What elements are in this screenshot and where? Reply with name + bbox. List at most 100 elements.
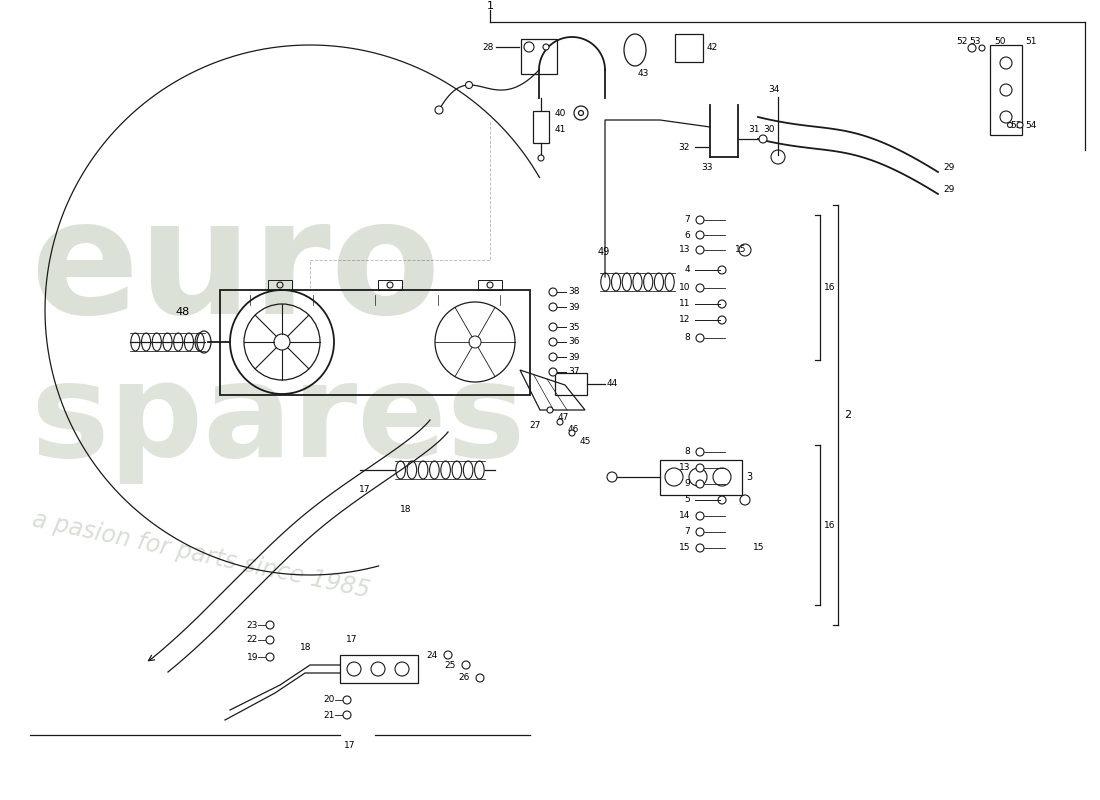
- Text: 24: 24: [427, 650, 438, 659]
- Bar: [556, 373, 587, 395]
- Text: 9: 9: [684, 479, 690, 489]
- Text: 18: 18: [300, 642, 311, 651]
- Bar: [675, 34, 703, 62]
- Text: 26: 26: [459, 674, 470, 682]
- Circle shape: [343, 696, 351, 704]
- Text: 1: 1: [486, 1, 494, 11]
- Circle shape: [696, 216, 704, 224]
- Bar: [220, 290, 530, 395]
- Text: 53: 53: [969, 38, 981, 46]
- Circle shape: [696, 544, 704, 552]
- Text: 41: 41: [556, 126, 566, 134]
- Text: 54: 54: [1025, 121, 1036, 130]
- Circle shape: [569, 430, 575, 436]
- Text: 2: 2: [844, 410, 851, 420]
- Text: 20: 20: [323, 695, 336, 705]
- Text: 52: 52: [956, 38, 968, 46]
- Circle shape: [462, 661, 470, 669]
- Text: 29: 29: [943, 185, 955, 194]
- Text: 4: 4: [684, 266, 690, 274]
- Text: 3: 3: [746, 472, 752, 482]
- Text: 38: 38: [568, 287, 580, 297]
- Circle shape: [343, 711, 351, 719]
- Circle shape: [549, 353, 557, 361]
- Text: 34: 34: [768, 85, 780, 94]
- Bar: [340, 655, 418, 683]
- Circle shape: [696, 448, 704, 456]
- Circle shape: [759, 135, 767, 143]
- Bar: [534, 111, 549, 143]
- Bar: [660, 460, 743, 495]
- Circle shape: [274, 334, 290, 350]
- Text: 39: 39: [568, 302, 580, 311]
- Text: 16: 16: [824, 521, 836, 530]
- Text: 13: 13: [679, 463, 690, 473]
- Text: 16: 16: [824, 283, 836, 293]
- Circle shape: [266, 636, 274, 644]
- Text: 19: 19: [246, 653, 258, 662]
- Text: 36: 36: [568, 338, 580, 346]
- Text: euro: euro: [30, 193, 440, 347]
- Circle shape: [696, 231, 704, 239]
- Circle shape: [696, 284, 704, 292]
- Circle shape: [696, 512, 704, 520]
- Text: 8: 8: [684, 447, 690, 457]
- Text: a pasion for parts since 1985: a pasion for parts since 1985: [30, 507, 372, 602]
- Text: 13: 13: [679, 246, 690, 254]
- Text: 7: 7: [684, 527, 690, 537]
- Text: 46: 46: [568, 426, 580, 434]
- Circle shape: [696, 464, 704, 472]
- Circle shape: [549, 303, 557, 311]
- Circle shape: [1008, 122, 1012, 127]
- Circle shape: [434, 106, 443, 114]
- Text: 45: 45: [580, 437, 592, 446]
- Circle shape: [549, 323, 557, 331]
- Circle shape: [444, 651, 452, 659]
- Circle shape: [476, 674, 484, 682]
- Text: 23: 23: [246, 621, 258, 630]
- Circle shape: [696, 246, 704, 254]
- Circle shape: [549, 338, 557, 346]
- Circle shape: [266, 621, 274, 629]
- Circle shape: [557, 419, 563, 425]
- Text: 49: 49: [598, 247, 611, 257]
- Text: 5: 5: [684, 495, 690, 505]
- Text: 14: 14: [679, 511, 690, 521]
- Text: 47: 47: [558, 414, 570, 422]
- Circle shape: [607, 472, 617, 482]
- Text: 17: 17: [344, 741, 355, 750]
- Text: 25: 25: [444, 661, 456, 670]
- Text: 28: 28: [483, 42, 494, 51]
- Text: 17: 17: [359, 486, 370, 494]
- Circle shape: [549, 368, 557, 376]
- Text: spares: spares: [30, 357, 526, 483]
- Text: 51: 51: [1025, 38, 1036, 46]
- Bar: [378, 280, 402, 290]
- Text: 15: 15: [735, 246, 747, 254]
- Circle shape: [524, 42, 534, 52]
- Text: 44: 44: [607, 379, 618, 389]
- Text: 21: 21: [323, 710, 336, 719]
- Circle shape: [979, 45, 984, 51]
- Circle shape: [543, 44, 549, 50]
- Circle shape: [549, 288, 557, 296]
- Text: 31: 31: [748, 125, 759, 134]
- Text: 53: 53: [1010, 121, 1022, 130]
- Text: 10: 10: [679, 283, 690, 293]
- Circle shape: [696, 528, 704, 536]
- Circle shape: [1018, 122, 1023, 128]
- Bar: [990, 45, 1022, 135]
- Text: 32: 32: [679, 142, 690, 151]
- Text: 17: 17: [346, 635, 358, 645]
- Text: 48: 48: [176, 307, 190, 317]
- Circle shape: [696, 334, 704, 342]
- Circle shape: [696, 480, 704, 488]
- Circle shape: [547, 407, 553, 413]
- Circle shape: [465, 82, 473, 89]
- Bar: [521, 39, 557, 74]
- Text: 18: 18: [400, 506, 411, 514]
- Text: 39: 39: [568, 353, 580, 362]
- Text: 30: 30: [763, 125, 774, 134]
- Text: 50: 50: [994, 38, 1005, 46]
- Text: 33: 33: [702, 162, 713, 171]
